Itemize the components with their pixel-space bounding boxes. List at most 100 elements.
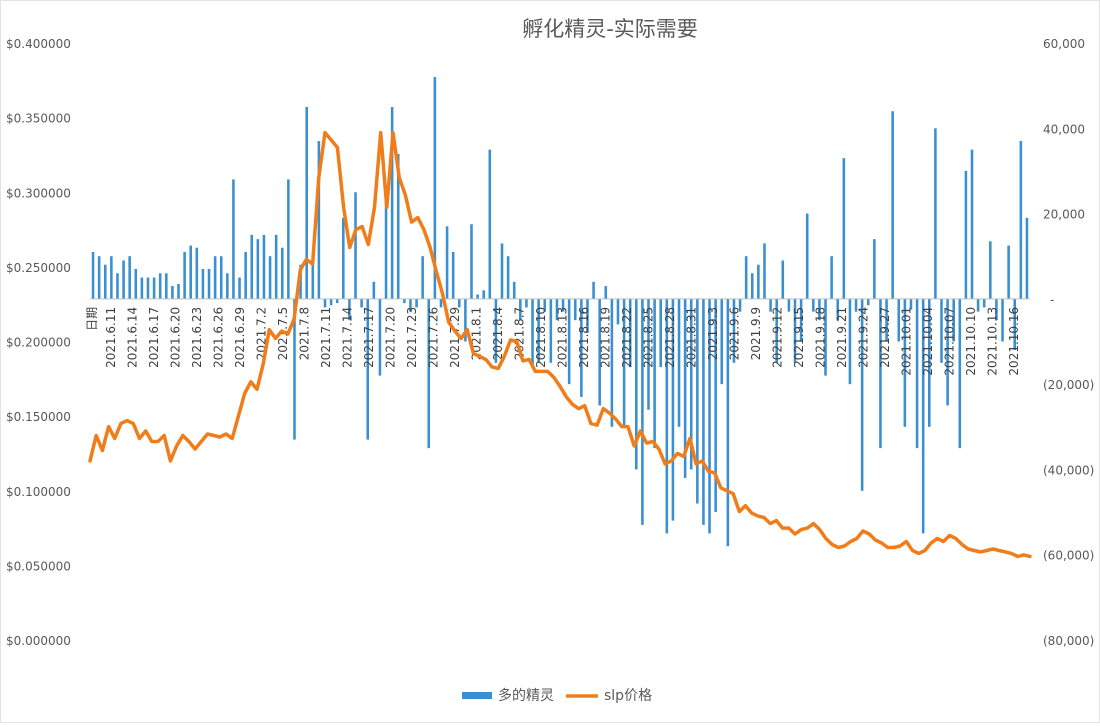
bar [378,298,382,376]
bar [622,298,626,427]
bar [744,256,748,299]
x-tick-label: 2021.8.25 [642,307,656,368]
x-tick-label: 2021.10.04 [921,307,935,376]
bar [812,298,815,312]
bar [555,298,559,321]
bar [274,234,278,299]
x-tick-label: 2021.7.26 [427,307,441,368]
bar [317,141,321,299]
bar [958,298,962,449]
bar [244,251,247,299]
bar [842,158,846,299]
bar [683,298,687,478]
bar [738,298,742,312]
bar [519,298,522,321]
bar [689,298,693,470]
bar [537,298,540,363]
x-tick-label: 2021.6.29 [233,307,247,368]
bar [476,294,479,299]
bar [836,298,840,321]
bar [897,298,901,342]
bar [830,256,833,299]
x-tick-label: 2021.9.21 [835,307,849,368]
left-axis-tick-label: $0.050000 [6,559,71,573]
bar [976,298,980,312]
bar [989,241,992,299]
bar [866,298,870,306]
bar [91,251,95,299]
bar-series [91,77,1029,547]
bar [952,298,955,342]
bar [293,298,296,440]
bar [372,281,376,299]
x-tick-label: 2021.9.27 [878,307,892,368]
bar [763,243,766,299]
bar [213,256,217,299]
x-tick-label: 2021.6.17 [147,307,161,368]
bar [610,298,614,427]
bar [445,226,449,299]
right-axis-tick-label: - [1050,293,1054,307]
bar [403,298,406,304]
right-axis-tick-label: (40,000) [1043,463,1094,477]
bar [464,298,467,342]
bar [335,298,339,304]
x-axis-header: 日期 [85,307,99,331]
x-tick-label: 2021.9.6 [728,307,742,360]
bar [439,298,443,308]
bar [793,298,797,363]
bar [506,256,510,299]
bar [702,298,705,525]
bar [641,298,644,525]
bar [946,298,949,406]
x-tick-label: 2021.10.16 [1007,307,1021,376]
bar [177,283,180,299]
bar [757,264,760,299]
x-tick-label: 2021.7.11 [319,307,333,368]
bar [451,251,455,299]
bar [458,298,461,308]
left-axis-tick-label: $0.150000 [6,410,71,424]
bar [586,298,589,333]
bar [732,298,736,363]
x-tick-label: 2021.8.31 [685,307,699,368]
bar [250,234,254,299]
bar [342,217,345,299]
bar [323,298,327,308]
bar [348,298,351,321]
bar [256,239,260,299]
bar [305,106,308,299]
x-tick-label: 2021.6.20 [169,307,183,368]
bar [805,213,809,299]
x-tick-label: 2021.9.24 [857,307,871,368]
x-tick-label: 2021.10.10 [964,307,978,376]
bar [525,298,528,308]
bar [1001,298,1004,342]
bar [415,298,418,308]
bar [848,298,852,385]
bar [860,298,864,491]
right-axis-tick-label: 60,000 [1043,37,1085,51]
bar [573,298,577,321]
x-tick-label: 2021.6.23 [190,307,204,368]
x-tick-label: 2021.9.18 [814,307,828,368]
bar [366,298,370,440]
bar [140,277,144,299]
bar [604,286,608,299]
bar [531,298,534,368]
bar [158,273,162,299]
x-axis-ticks: 日期 2021.6.11 2021.6.14 2021.6.17 2021.6.20 20… [85,307,1021,376]
bar [1019,141,1023,299]
left-axis-tick-label: $0.000000 [6,634,71,648]
bar [97,256,101,299]
x-tick-label: 2021.10.07 [943,307,957,376]
bar [122,260,125,299]
bar [928,298,931,427]
x-tick-label: 2021.8.19 [599,307,613,368]
bar [329,298,333,306]
chart-title: 孵化精灵-实际需要 [522,17,698,41]
x-tick-label: 2021.8.13 [556,307,570,368]
bar [1007,245,1010,299]
